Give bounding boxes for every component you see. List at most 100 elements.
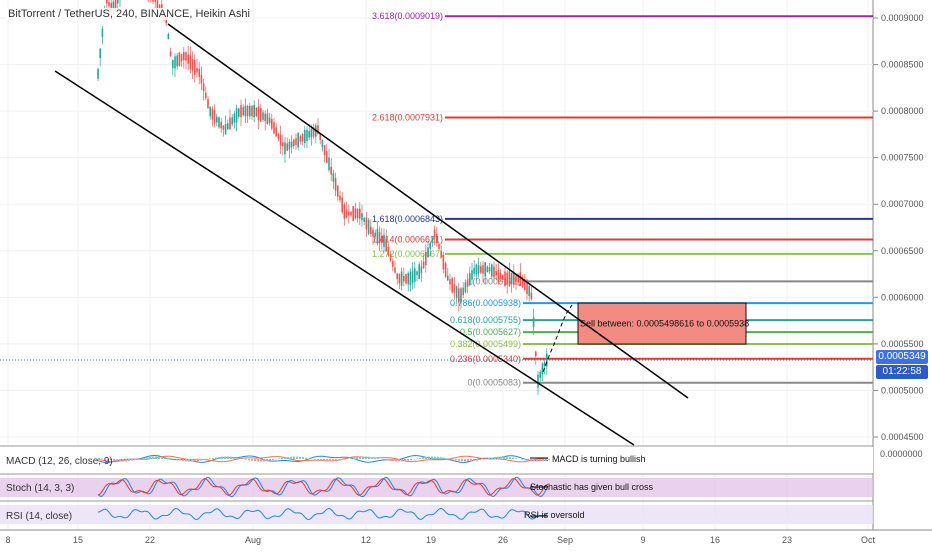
candle-body (174, 56, 176, 68)
candle-body (183, 52, 185, 60)
macd-bar (239, 458, 241, 459)
candle-body (231, 117, 233, 124)
macd-bar (185, 459, 187, 461)
candle-body (460, 288, 462, 302)
macd-bar (473, 459, 475, 461)
candle-body (412, 271, 414, 283)
candle-body (249, 106, 251, 117)
macd-bar (332, 459, 334, 461)
candle-body (469, 273, 471, 285)
y-tick-label: 0.0007000 (881, 199, 924, 209)
candle-body (308, 131, 310, 138)
macd-bar (455, 459, 457, 460)
candle-body (361, 213, 363, 220)
candle-body (284, 142, 286, 154)
candle-body (410, 272, 412, 285)
candle-body (190, 55, 192, 70)
fib-label: 0.5(0.0005627) (460, 327, 521, 337)
candle-body (99, 49, 101, 58)
stoch-pane[interactable]: Stoch (14, 3, 3) Stochastic has given bu… (0, 474, 873, 497)
macd-bar (197, 459, 199, 461)
candle-body (385, 239, 387, 252)
x-tick-label: 22 (145, 535, 155, 545)
candle-body (203, 83, 205, 91)
candle-body (194, 60, 196, 75)
candle-body (462, 288, 464, 296)
candle-body (225, 124, 227, 134)
candle-body (339, 196, 341, 201)
candle-body (293, 140, 295, 146)
candle-body (326, 151, 328, 163)
candle-body (187, 55, 189, 64)
candle-body (117, 0, 119, 3)
candle-body (247, 106, 249, 116)
candle-body (421, 266, 423, 273)
x-tick-label: 23 (782, 535, 792, 545)
candle-body (229, 118, 231, 130)
candle-body (289, 142, 291, 150)
candle-body (456, 286, 458, 297)
candle-body (381, 236, 383, 243)
macd-bar (323, 459, 325, 461)
macd-bar (536, 459, 538, 461)
fib-label: 3.618(0.0009019) (372, 11, 443, 21)
macd-bar (479, 459, 481, 460)
candle-body (330, 167, 332, 175)
macd-bar (221, 457, 223, 459)
sell-zone-text: Sell between: 0.0005498616 to 0.0005938 (580, 319, 749, 329)
macd-bar (320, 459, 322, 461)
candle-body (216, 117, 218, 123)
macd-bar (530, 459, 532, 461)
candle-body (388, 247, 390, 256)
macd-bar (524, 459, 526, 460)
candle-body (192, 59, 194, 71)
candle-body (473, 268, 475, 274)
macd-bar (128, 459, 130, 461)
macd-bar (446, 458, 448, 459)
candle-body (352, 206, 354, 221)
macd-bar (338, 459, 340, 461)
candle-body (291, 142, 293, 147)
macd-bar (113, 459, 115, 461)
macd-bar (308, 458, 310, 459)
candle-body (480, 266, 482, 273)
macd-bar (176, 459, 178, 460)
candle-body (396, 274, 398, 280)
macd-pane[interactable]: MACD (12, 26, close, 9) MACD is turning … (0, 446, 923, 473)
candle-body (482, 265, 484, 273)
macd-bar (266, 459, 268, 461)
y-tick-label: 0.0006000 (881, 292, 924, 302)
y-tick-label: 0.0006500 (881, 246, 924, 256)
rsi-pane[interactable]: RSI (14, close) RSI is oversold (0, 501, 873, 524)
candle-body (280, 135, 282, 146)
macd-bar (341, 459, 343, 460)
candle-body (544, 362, 546, 366)
macd-bar (122, 459, 124, 461)
candle-body (489, 267, 491, 271)
macd-bar (245, 459, 247, 460)
macd-bar (215, 457, 217, 459)
macd-bar (314, 459, 316, 460)
macd-bar (257, 459, 259, 461)
candle-body (416, 271, 418, 275)
macd-bar (383, 459, 385, 460)
candle-body (504, 271, 506, 285)
candle-body (214, 110, 216, 124)
macd-bar (488, 458, 490, 459)
macd-bar (512, 458, 514, 459)
macd-bar (410, 459, 412, 460)
macd-bar (296, 457, 298, 459)
candle-body (256, 108, 258, 116)
candle-body (368, 220, 370, 234)
candle-body (372, 230, 374, 237)
macd-bar (290, 457, 292, 459)
candle-body (484, 262, 486, 276)
candle-body (366, 217, 368, 229)
macd-bar (131, 459, 133, 461)
candle-body (500, 273, 502, 279)
macd-bar (182, 459, 184, 461)
macd-bar (509, 457, 511, 459)
y-tick-label: 0.0009000 (881, 13, 924, 23)
